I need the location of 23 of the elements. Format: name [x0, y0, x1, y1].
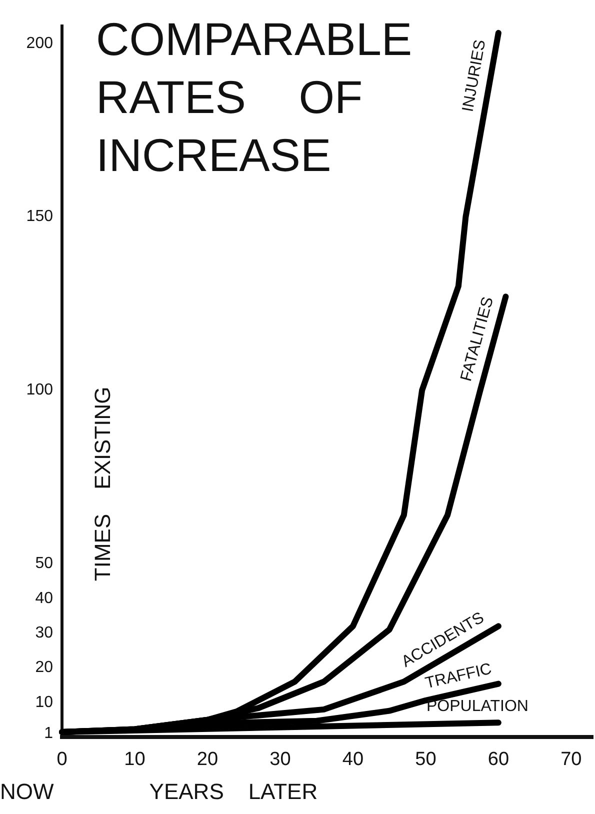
x-tick-label: 40: [342, 748, 364, 770]
y-tick-label: 100: [26, 382, 54, 399]
x-tick-label: 0: [56, 748, 68, 770]
y-tick-label: 200: [26, 34, 54, 52]
text: NOW: [0, 779, 54, 804]
y-tick-label: 20: [35, 659, 54, 676]
y-tick-label: 150: [26, 208, 54, 226]
series-label: POPULATION: [426, 698, 528, 716]
y-tick-label: 50: [35, 555, 54, 572]
x-tick-label: 10: [124, 748, 146, 770]
x-tick-label: 70: [560, 748, 582, 770]
x-tick-label: 60: [488, 748, 510, 770]
x-tick-label: 50: [415, 748, 436, 770]
x-axis-title: YEARS LATER: [149, 779, 318, 804]
text: INJURIES: [460, 38, 490, 114]
x-tick-label: 20: [196, 748, 218, 770]
y-tick-label: 30: [35, 624, 54, 642]
text: COMPARABLE RATES OF INCREASE: [96, 12, 412, 183]
y-tick-label: 1: [44, 725, 54, 742]
y-tick-label: 40: [35, 590, 54, 607]
x-tick-label: 30: [270, 748, 291, 770]
y-axis-title: TIMES EXISTING: [90, 386, 115, 582]
y-tick-label: 10: [35, 694, 54, 711]
